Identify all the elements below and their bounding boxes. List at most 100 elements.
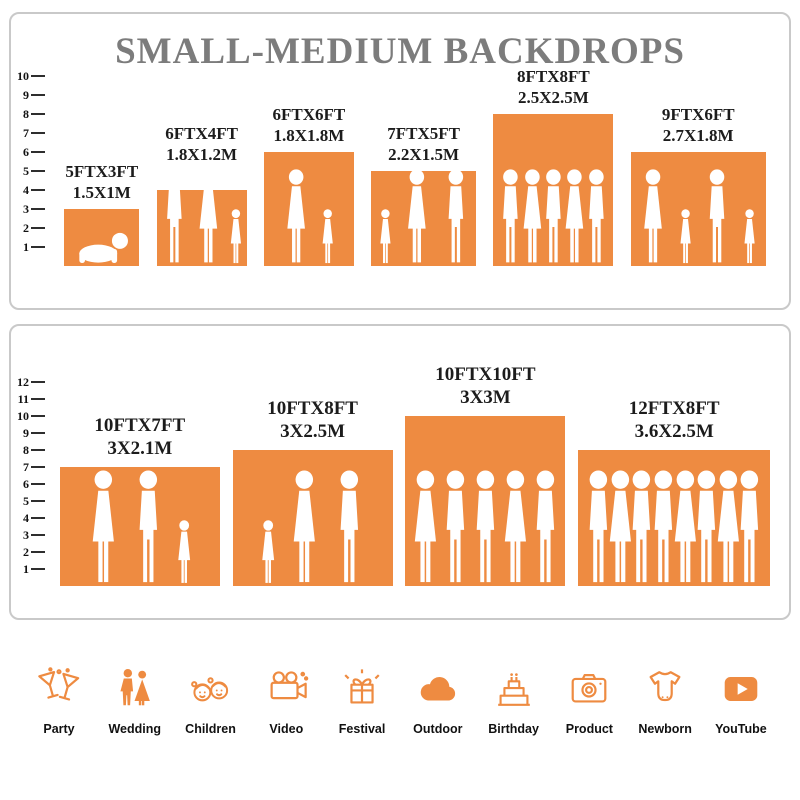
small-medium-backdrops-panel: SMALL-MEDIUM BACKDROPS 1 2 3 4 5 6 7 8 9 10 5FTX3F…	[9, 12, 791, 310]
backdrop-size-label: 8FTX8FT 2.5X2.5M	[517, 66, 590, 109]
backdrop-size-m: 3X2.1M	[107, 438, 173, 460]
people-silhouettes	[638, 169, 759, 264]
axis-tick-label: 2	[23, 221, 29, 235]
backdrop-size-ft: 9FTX6FT	[661, 104, 735, 124]
backdrop-size-m: 2.7X1.8M	[662, 125, 734, 145]
backdrop-size-ft: 7FTX5FT	[387, 123, 460, 143]
axis-tick-label: 1	[23, 562, 29, 576]
backdrop-size-chart-small: 1 2 3 4 5 6 7 8 9 10 5FTX3FT 1.5X1M 6FTX4FT 1.8X1.2M 6…	[11, 14, 789, 308]
man-silhouette	[476, 470, 495, 583]
backdrop-bar	[156, 169, 247, 266]
backdrop-size-m: 1.8X1.2M	[166, 144, 238, 164]
backdrop-size-label: 6FTX4FT 1.8X1.2M	[165, 123, 238, 166]
girl-silhouette	[261, 520, 274, 583]
man-silhouette	[503, 169, 519, 263]
axis-tick-label: 7	[23, 460, 29, 474]
medium-large-backdrops-panel: 1 2 3 4 5 6 7 8 9 10 11 12 10FTX7FT 3X2.1M 10FTX8FT 3X2…	[9, 324, 791, 620]
newborn-icon	[642, 666, 688, 712]
man-silhouette	[139, 470, 157, 583]
category-festival: Festival	[331, 666, 393, 736]
backdrop-size-ft: 10FTX10FT	[435, 363, 536, 385]
backdrop-bar	[405, 416, 566, 586]
category-icons-row: Party Wedding Children Video Festival Outdoor…	[0, 666, 800, 736]
axis-tick	[31, 500, 45, 502]
people-silhouettes	[70, 230, 133, 264]
backdrop-size-label: 7FTX5FT 2.2X1.5M	[387, 123, 460, 166]
category-video: Video	[255, 666, 317, 736]
category-outdoor: Outdoor	[407, 666, 469, 736]
backdrop-bar	[493, 114, 614, 266]
outdoor-icon	[415, 666, 461, 712]
youtube-icon	[718, 666, 764, 712]
man-silhouette	[166, 169, 182, 263]
baby-silhouette	[79, 232, 128, 264]
axis-tick	[31, 466, 45, 468]
backdrop-bar	[578, 450, 771, 586]
category-product: Product	[558, 666, 620, 736]
category-label: Birthday	[488, 722, 539, 736]
girl-silhouette	[178, 520, 191, 583]
woman-silhouette	[408, 169, 426, 263]
people-silhouettes	[281, 169, 337, 264]
girl-silhouette	[379, 209, 391, 264]
woman-silhouette	[644, 169, 662, 263]
axis-tick	[31, 151, 45, 153]
axis-tick-label: 10	[17, 69, 29, 83]
axis-tick-label: 9	[23, 426, 29, 440]
man-silhouette	[697, 470, 716, 583]
axis-tick-label: 6	[23, 477, 29, 491]
woman-silhouette	[717, 470, 739, 583]
backdrop-bar	[59, 467, 220, 586]
page-title: SMALL-MEDIUM BACKDROPS	[115, 31, 685, 72]
man-silhouette	[340, 470, 359, 583]
man-silhouette	[588, 169, 604, 263]
category-children: Children	[180, 666, 242, 736]
axis-tick	[31, 132, 45, 134]
wedding-icon	[112, 666, 158, 712]
axis-tick-label: 9	[23, 88, 29, 102]
backdrop-size-ft: 12FTX8FT	[628, 397, 720, 419]
woman-silhouette	[293, 470, 316, 583]
category-label: Festival	[338, 722, 386, 736]
backdrop-size-m: 3X3M	[460, 387, 511, 409]
backdrop-size-label: 10FTX7FT 3X2.1M	[94, 414, 185, 462]
axis-tick-label: 12	[17, 375, 29, 389]
axis-tick-label: 2	[23, 545, 29, 559]
man-silhouette	[589, 470, 608, 583]
category-label: Outdoor	[413, 722, 463, 736]
category-label: Newborn	[638, 722, 692, 736]
axis-tick	[31, 517, 45, 519]
axis-tick-label: 4	[23, 511, 29, 525]
man-silhouette	[741, 470, 759, 583]
axis-tick	[31, 432, 45, 434]
people-silhouettes	[85, 470, 195, 584]
backdrop-size-label: 9FTX6FT 2.7X1.8M	[662, 104, 735, 147]
video-icon	[263, 666, 309, 712]
axis-tick-label: 5	[23, 164, 29, 178]
people-silhouettes	[496, 169, 612, 264]
axis-tick-label: 4	[23, 183, 29, 197]
backdrop-size-m: 1.5X1M	[72, 182, 131, 202]
category-newborn: Newborn	[634, 666, 696, 736]
woman-silhouette	[565, 169, 584, 263]
people-silhouettes	[580, 470, 768, 584]
man-silhouette	[536, 470, 554, 583]
people-silhouettes	[407, 470, 563, 584]
axis-tick	[31, 246, 45, 248]
people-silhouettes	[376, 169, 471, 264]
woman-silhouette	[674, 470, 696, 583]
backdrop-bar	[630, 152, 766, 266]
backdrop-bar	[64, 209, 140, 266]
children-icon	[188, 666, 234, 712]
backdrop-bar	[371, 169, 477, 266]
backdrop-size-ft: 10FTX8FT	[267, 397, 358, 419]
backdrop-size-label: 10FTX10FT 3X3M	[435, 363, 535, 411]
axis-tick	[31, 534, 45, 536]
backdrop-size-label: 10FTX8FT 3X2.5M	[267, 397, 358, 445]
man-silhouette	[448, 169, 464, 263]
backdrop-size-ft: 6FTX6FT	[272, 104, 346, 124]
backdrop-size-label: 6FTX6FT 1.8X1.8M	[273, 104, 346, 147]
man-silhouette	[654, 470, 673, 583]
category-birthday: Birthday	[483, 666, 545, 736]
